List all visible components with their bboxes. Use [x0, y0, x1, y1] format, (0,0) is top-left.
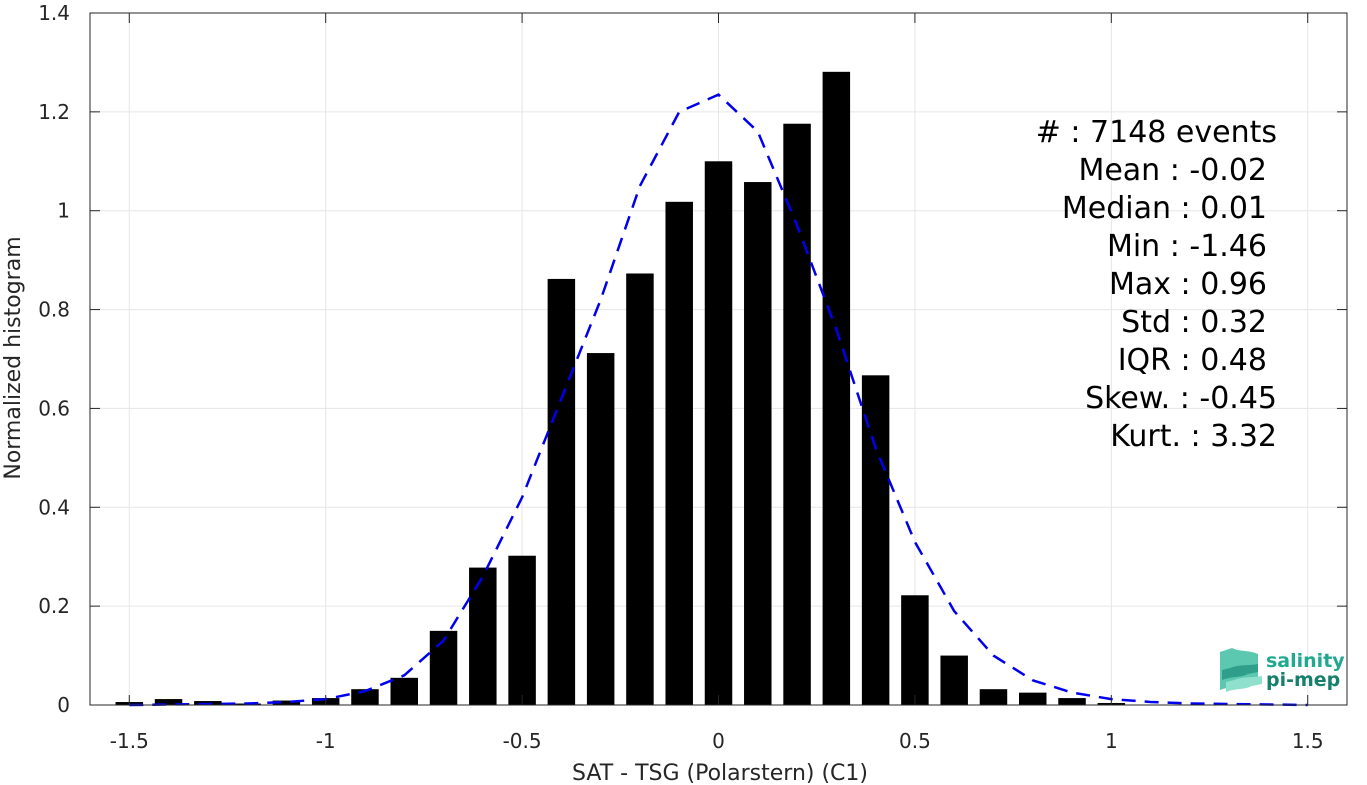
histogram-bar [704, 161, 733, 706]
histogram-bar [626, 273, 654, 705]
histogram-bar [744, 182, 772, 705]
stat-median: Median : 0.01 [1062, 191, 1267, 226]
waves-icon [1220, 648, 1262, 692]
stat-min: Min : -1.46 [1107, 229, 1267, 264]
x-tick-label: -1.5 [110, 729, 149, 753]
histogram-bar [979, 689, 1008, 705]
y-tick-label: 1.4 [38, 1, 70, 25]
histogram-bar [390, 677, 418, 705]
stat-skewness: Skew. : -0.45 [1085, 381, 1277, 416]
histogram-bar [783, 123, 811, 706]
statistics-annotation: # : 7148 events Mean : -0.02 Median : 0.… [1036, 115, 1277, 454]
y-tick-label: 1 [57, 199, 70, 223]
histogram-bar [547, 278, 576, 705]
histogram-bar [1058, 698, 1086, 705]
axis-ticks: -1.5 -1 -0.5 0 0.5 1 1.5 0 0.2 0.4 0.6 0.8 1 1.2 1.4 [38, 1, 1347, 753]
x-tick-label: -1 [316, 729, 336, 753]
histogram-bar [586, 353, 615, 705]
y-tick-label: 0.2 [38, 594, 70, 618]
histogram-bar [154, 699, 183, 705]
histogram-bar [901, 595, 929, 705]
logo-line1: salinity [1266, 650, 1345, 672]
y-tick-label: 0 [57, 693, 70, 717]
histogram-bar [351, 689, 379, 705]
stat-mean: Mean : -0.02 [1078, 153, 1267, 188]
x-tick-label: 1.5 [1292, 729, 1324, 753]
logo-line2: pi-mep [1266, 669, 1340, 691]
salinity-pi-mep-logo: salinity pi-mep [1220, 648, 1345, 692]
histogram-bar [1019, 692, 1047, 705]
histogram-bar [940, 655, 968, 705]
stat-max: Max : 0.96 [1109, 267, 1267, 302]
histogram-bar [822, 71, 851, 705]
y-tick-label: 0.4 [38, 495, 70, 519]
y-tick-label: 0.8 [38, 298, 70, 322]
stat-kurtosis: Kurt. : 3.32 [1110, 419, 1277, 454]
x-tick-label: 1 [1105, 729, 1118, 753]
stat-count: # : 7148 events [1036, 115, 1277, 150]
stat-std: Std : 0.32 [1121, 305, 1267, 340]
histogram-bar [665, 201, 693, 705]
stat-iqr: IQR : 0.48 [1118, 343, 1267, 378]
histogram-bar [469, 567, 497, 705]
x-tick-label: 0.5 [899, 729, 931, 753]
x-tick-label: 0 [712, 729, 725, 753]
x-axis-label: SAT - TSG (Polarstern) (C1) [572, 761, 868, 785]
y-tick-label: 1.2 [38, 100, 70, 124]
histogram-bars [115, 71, 1126, 706]
y-tick-label: 0.6 [38, 396, 70, 420]
histogram-bar [861, 375, 890, 705]
x-tick-label: -0.5 [503, 729, 542, 753]
histogram-bar [508, 555, 536, 705]
histogram-bar [429, 630, 458, 705]
y-axis-label: Normalized histogram [1, 236, 26, 479]
histogram-bar [272, 700, 301, 705]
